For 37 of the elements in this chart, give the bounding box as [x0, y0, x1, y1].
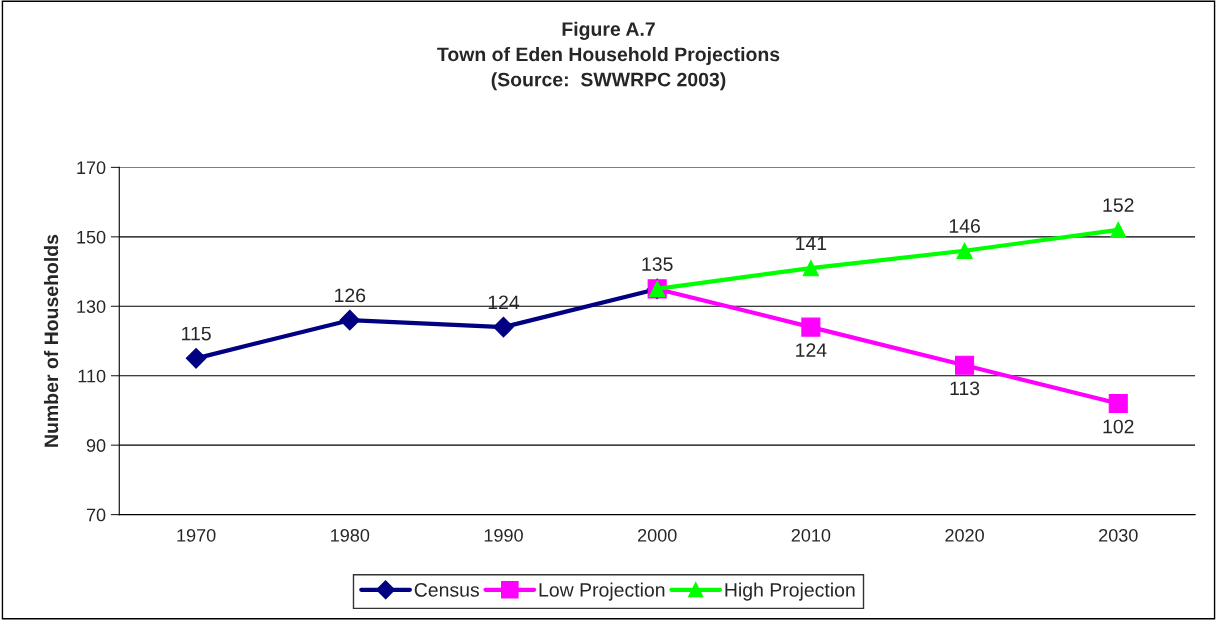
- legend-label: High Projection: [725, 582, 855, 601]
- point: [801, 317, 821, 337]
- y-tick-label: 90: [86, 439, 106, 452]
- point: [185, 348, 207, 369]
- x-tick-label: 1970: [177, 528, 216, 542]
- data-label: 146: [949, 219, 980, 233]
- x-tick-label: 2010: [791, 528, 831, 542]
- x-tick-label: 2030: [1099, 528, 1138, 542]
- data-label: 102: [1103, 419, 1134, 434]
- point: [1108, 393, 1128, 414]
- data-label: 113: [950, 381, 980, 396]
- data-label: 141: [796, 236, 827, 250]
- data-label: 124: [796, 343, 827, 357]
- legend-label: Low Projection: [539, 582, 665, 601]
- data-label: 115: [182, 326, 211, 341]
- y-axis-title: Number of Households: [43, 234, 59, 447]
- data-label: 124: [488, 295, 520, 310]
- point: [955, 355, 975, 375]
- y-tick-label: 150: [77, 230, 106, 244]
- data-label: 152: [1103, 198, 1134, 212]
- point: [493, 316, 514, 338]
- y-tick-label: 130: [77, 300, 106, 313]
- point: [956, 242, 973, 259]
- data-label: 135: [642, 257, 673, 272]
- x-tick-label: 1980: [331, 528, 370, 542]
- chart-title: Figure A.7 Town of Eden Household Projections (Source: SWWRPC 2003): [437, 21, 780, 91]
- y-tick-label: 110: [78, 369, 106, 383]
- data-label: 126: [335, 288, 366, 303]
- x-tick-label: 1990: [484, 528, 523, 542]
- point: [339, 309, 361, 331]
- y-tick-label: 70: [86, 508, 106, 522]
- x-tick-label: 2000: [638, 528, 677, 542]
- y-tick-label: 170: [77, 161, 106, 175]
- legend-label: Census: [414, 583, 479, 597]
- point: [1110, 221, 1127, 239]
- x-tick-label: 2020: [945, 528, 984, 542]
- point: [802, 259, 820, 277]
